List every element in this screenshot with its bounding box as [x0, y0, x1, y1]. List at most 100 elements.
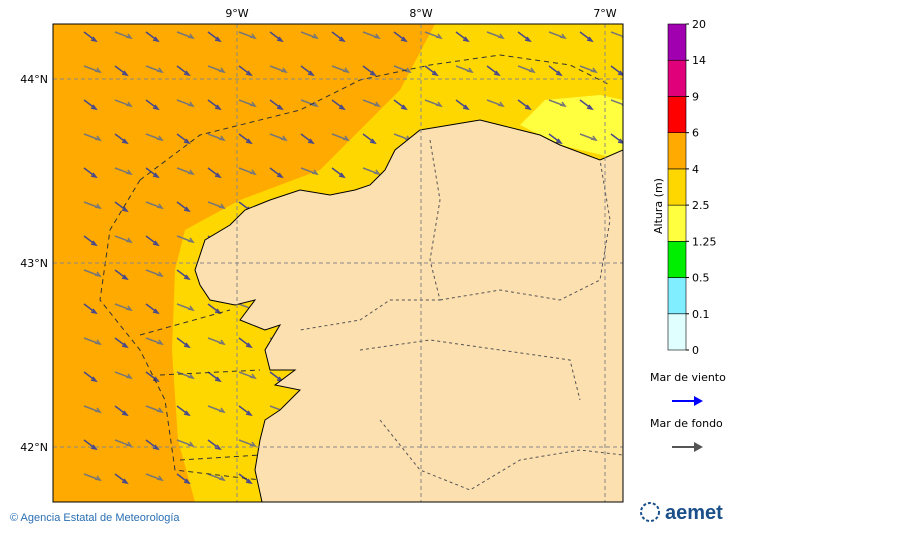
graticule [53, 24, 623, 502]
colorbar-segment [667, 23, 687, 61]
arrow-head [249, 441, 257, 448]
arrow-head [121, 206, 129, 213]
footer-credit: © Agencia Estatal de Meteorología [10, 512, 180, 524]
arrow-head [214, 444, 222, 451]
arrow-head [156, 339, 164, 346]
arrow-head [187, 441, 195, 448]
arrow-head [125, 101, 133, 108]
arrow-head [559, 101, 567, 108]
arrow-head [245, 478, 253, 485]
arrow-head [125, 169, 133, 176]
arrow-head [524, 104, 532, 111]
arrow-head [125, 373, 133, 380]
arrow-head [245, 342, 253, 349]
colorbar-label: 9 [692, 90, 699, 103]
arrow-head [400, 36, 408, 43]
arrow-head [125, 305, 133, 312]
arrow-head [497, 101, 505, 108]
colorbar-label: 0.5 [692, 272, 710, 285]
arrow-head [555, 70, 563, 77]
wave-zone-light [520, 95, 623, 160]
arrow-head [249, 101, 257, 108]
arrow-head [90, 308, 98, 315]
arrow-head [462, 36, 470, 43]
lat-label: 43°N [20, 257, 48, 270]
lon-label: 8°W [409, 7, 432, 20]
colorbar-label: 0.1 [692, 308, 710, 321]
arrow-head [152, 308, 160, 315]
arrow-head [373, 169, 381, 176]
arrow-head [90, 444, 98, 451]
arrow-head [183, 478, 191, 485]
logo: aemet [640, 502, 723, 524]
arrow-head [121, 70, 129, 77]
colorbar-label: 2.5 [692, 199, 710, 212]
arrow-head [218, 339, 226, 346]
colorbar-label: 20 [692, 18, 706, 31]
arrow-head [125, 237, 133, 244]
arrow-shaft [610, 31, 623, 38]
arrow-head [245, 70, 253, 77]
arrow-head [187, 169, 195, 176]
arrow-head [559, 33, 567, 40]
arrow-head [400, 104, 408, 111]
arrow-head [94, 475, 102, 482]
colorbar-label: 4 [692, 163, 699, 176]
arrow-head [90, 172, 98, 179]
logo-text: aemet [665, 502, 723, 524]
arrow-head [90, 36, 98, 43]
colorbar-segment [667, 59, 687, 97]
arrow-head [524, 36, 532, 43]
lon-label: 9°W [225, 7, 248, 20]
arrow-head [187, 101, 195, 108]
arrow-head [311, 33, 319, 40]
arrow-head [249, 373, 257, 380]
arrow-head [121, 410, 129, 417]
arrow-head [435, 33, 443, 40]
arrow-head [311, 169, 319, 176]
arrow-head [307, 70, 315, 77]
land [194, 119, 623, 502]
arrow-head [183, 410, 191, 417]
legend-label: Mar de viento [650, 371, 726, 384]
arrow-head [183, 274, 191, 281]
arrow-head [156, 271, 164, 278]
arrow-head [121, 478, 129, 485]
colorbar-title: Altura (m) [652, 178, 665, 234]
arrow-head [187, 33, 195, 40]
arrow-head [183, 206, 191, 213]
arrow-head [156, 67, 164, 74]
arrow-head [555, 138, 563, 145]
arrow-head [280, 135, 288, 142]
arrow-head [152, 444, 160, 451]
colorbar-segment [667, 96, 687, 133]
arrow-head [245, 410, 253, 417]
colorbar-segment [667, 313, 687, 351]
arrow-head [373, 33, 381, 40]
arrow-head [218, 475, 226, 482]
arrow-head [156, 475, 164, 482]
arrow-head [214, 376, 222, 383]
arrow-head [94, 271, 102, 278]
arrow-head [218, 203, 226, 210]
arrow-head [249, 169, 257, 176]
logo-mark [640, 502, 660, 522]
arrow-head [125, 33, 133, 40]
arrow-head [617, 138, 623, 144]
arrow-head [466, 67, 474, 74]
arrow-head [183, 70, 191, 77]
arrow-head [214, 36, 222, 43]
arrow-head [156, 135, 164, 142]
colorbar-label: 14 [692, 54, 706, 67]
lat-label: 44°N [20, 73, 48, 86]
lon-label: 7°W [593, 7, 616, 20]
arrow-head [187, 305, 195, 312]
arrow-head [586, 104, 594, 111]
arrow-head [342, 135, 350, 142]
map-frame [52, 23, 624, 503]
arrow-head [497, 33, 505, 40]
arrow-head [214, 104, 222, 111]
arrow-head [94, 407, 102, 414]
arrow-head [307, 138, 315, 145]
